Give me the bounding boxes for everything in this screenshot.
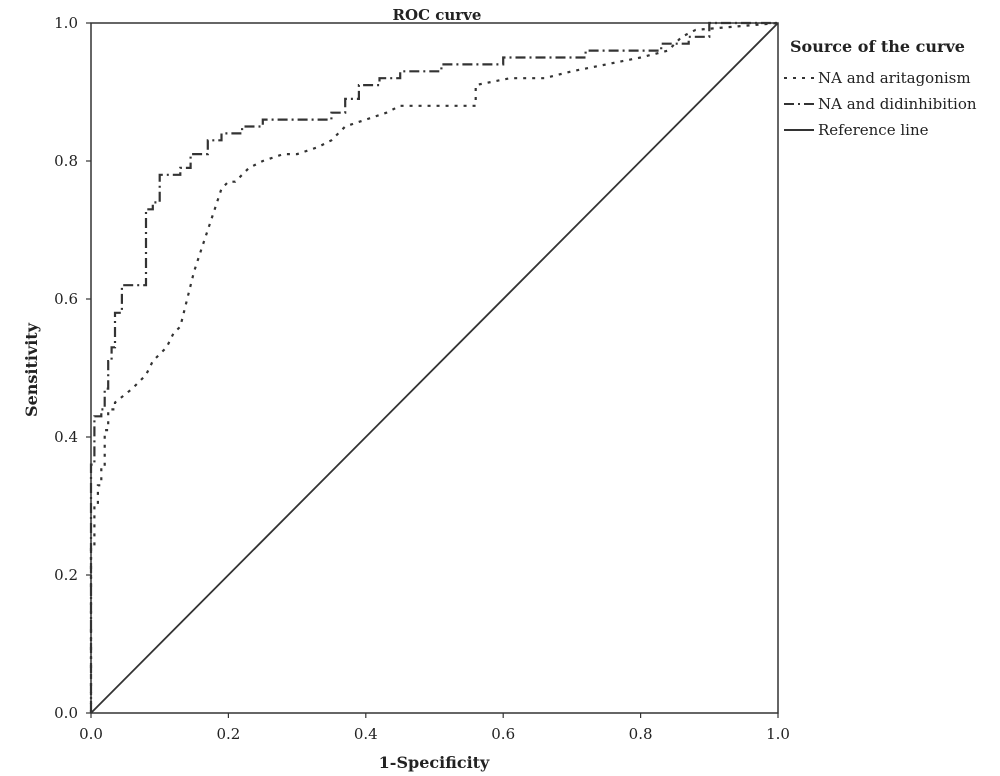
x-tick-label: 0.8 (629, 725, 653, 743)
y-tick-label: 0.6 (54, 290, 78, 308)
legend-entry-label: Reference line (818, 121, 929, 139)
legend-entry-label: NA and aritagonism (818, 69, 971, 87)
legend: Source of the curve NA and aritagonism NA… (784, 37, 977, 139)
series-line-3 (90, 22, 779, 714)
chart-title: ROC curve (393, 6, 482, 24)
x-tick-label: 1.0 (766, 725, 790, 743)
x-axis-title: 1-Specificity (379, 753, 490, 772)
legend-entry-label: NA and didinhibition (818, 95, 977, 113)
x-tick-label: 0.2 (216, 725, 240, 743)
series-line-2 (89, 21, 778, 713)
x-tick-label: 0.6 (491, 725, 515, 743)
y-tick-label: 0.2 (54, 566, 78, 584)
y-axis-title: Sensitivity (22, 322, 41, 417)
legend-title: Source of the curve (790, 37, 965, 56)
x-tick-label: 0.4 (354, 725, 378, 743)
y-tick-label: 0.8 (54, 152, 78, 170)
y-tick-label: 0.4 (54, 428, 78, 446)
plot-area: 0.0 0.2 0.4 0.6 0.8 1.0 0.0 0.2 0.4 0.6 0.8 1.0 (54, 14, 790, 743)
plot-frame (90, 22, 779, 714)
y-tick-label: 1.0 (54, 14, 78, 32)
series-line-1 (89, 21, 779, 713)
y-tick-label: 0.0 (54, 704, 78, 722)
x-tick-label: 0.0 (79, 725, 103, 743)
